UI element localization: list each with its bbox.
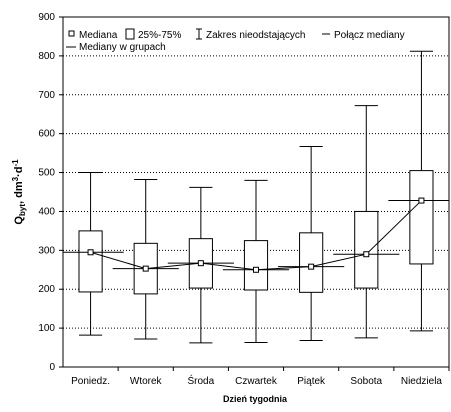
box — [243, 240, 269, 291]
median-marker — [253, 266, 259, 273]
legend: Mediana 25%-75% Zakres nieodstających Połąc… — [66, 28, 405, 53]
y-tick-label: 200 — [38, 284, 55, 295]
y-label-part: byt — [18, 204, 27, 216]
legend-label: 25%-75% — [138, 30, 181, 41]
y-axis-label: Qbyt, dm3·d-1 — [11, 159, 27, 225]
box — [78, 230, 103, 293]
median-marker — [197, 260, 204, 267]
y-tick-label: 300 — [38, 245, 55, 256]
box — [409, 170, 434, 265]
median-marker — [308, 263, 315, 270]
y-tick-label: 800 — [38, 51, 55, 62]
y-label-part: , dm — [13, 181, 25, 204]
median-marker — [87, 249, 94, 256]
x-tick-label: Niedziela — [401, 376, 443, 387]
x-tick-label: Sobota — [350, 376, 382, 387]
y-tick-label: 700 — [38, 90, 55, 101]
y-tick-label: 900 — [38, 12, 55, 23]
x-tick-label: Wtorek — [130, 376, 163, 387]
box — [354, 210, 379, 289]
median-marker — [418, 197, 425, 204]
box — [299, 232, 324, 293]
x-tick-label: Środa — [188, 374, 215, 387]
legend-label: Mediany w grupach — [79, 42, 166, 53]
y-label-part: 3 — [11, 176, 20, 181]
legend-symbol — [125, 28, 135, 40]
median-marker — [363, 251, 370, 258]
x-tick-label: Poniedz. — [71, 376, 110, 387]
median-marker — [142, 265, 149, 272]
x-tick-label: Czwartek — [235, 376, 278, 387]
x-axis-label: Dzień tygodnia — [223, 394, 288, 404]
y-label-part: ·d — [13, 167, 25, 177]
legend-label: Zakres nieodstających — [206, 30, 306, 41]
legend-symbol — [196, 28, 202, 40]
y-tick-label: 100 — [38, 323, 55, 334]
y-tick-label: 500 — [38, 168, 55, 179]
y-tick-label: 600 — [38, 129, 55, 140]
y-label-part: -1 — [11, 159, 20, 167]
y-tick-label: 0 — [49, 362, 55, 373]
y-tick-label: 400 — [38, 206, 55, 217]
plot-area: Mediana 25%-75% Zakres nieodstających Połąc… — [63, 28, 449, 344]
x-tick-label: Piątek — [297, 376, 326, 387]
legend-symbol — [68, 30, 75, 37]
y-label-part: Q — [13, 216, 25, 225]
legend-label: Mediana — [79, 30, 118, 41]
legend-label: Połącz mediany — [334, 30, 405, 41]
